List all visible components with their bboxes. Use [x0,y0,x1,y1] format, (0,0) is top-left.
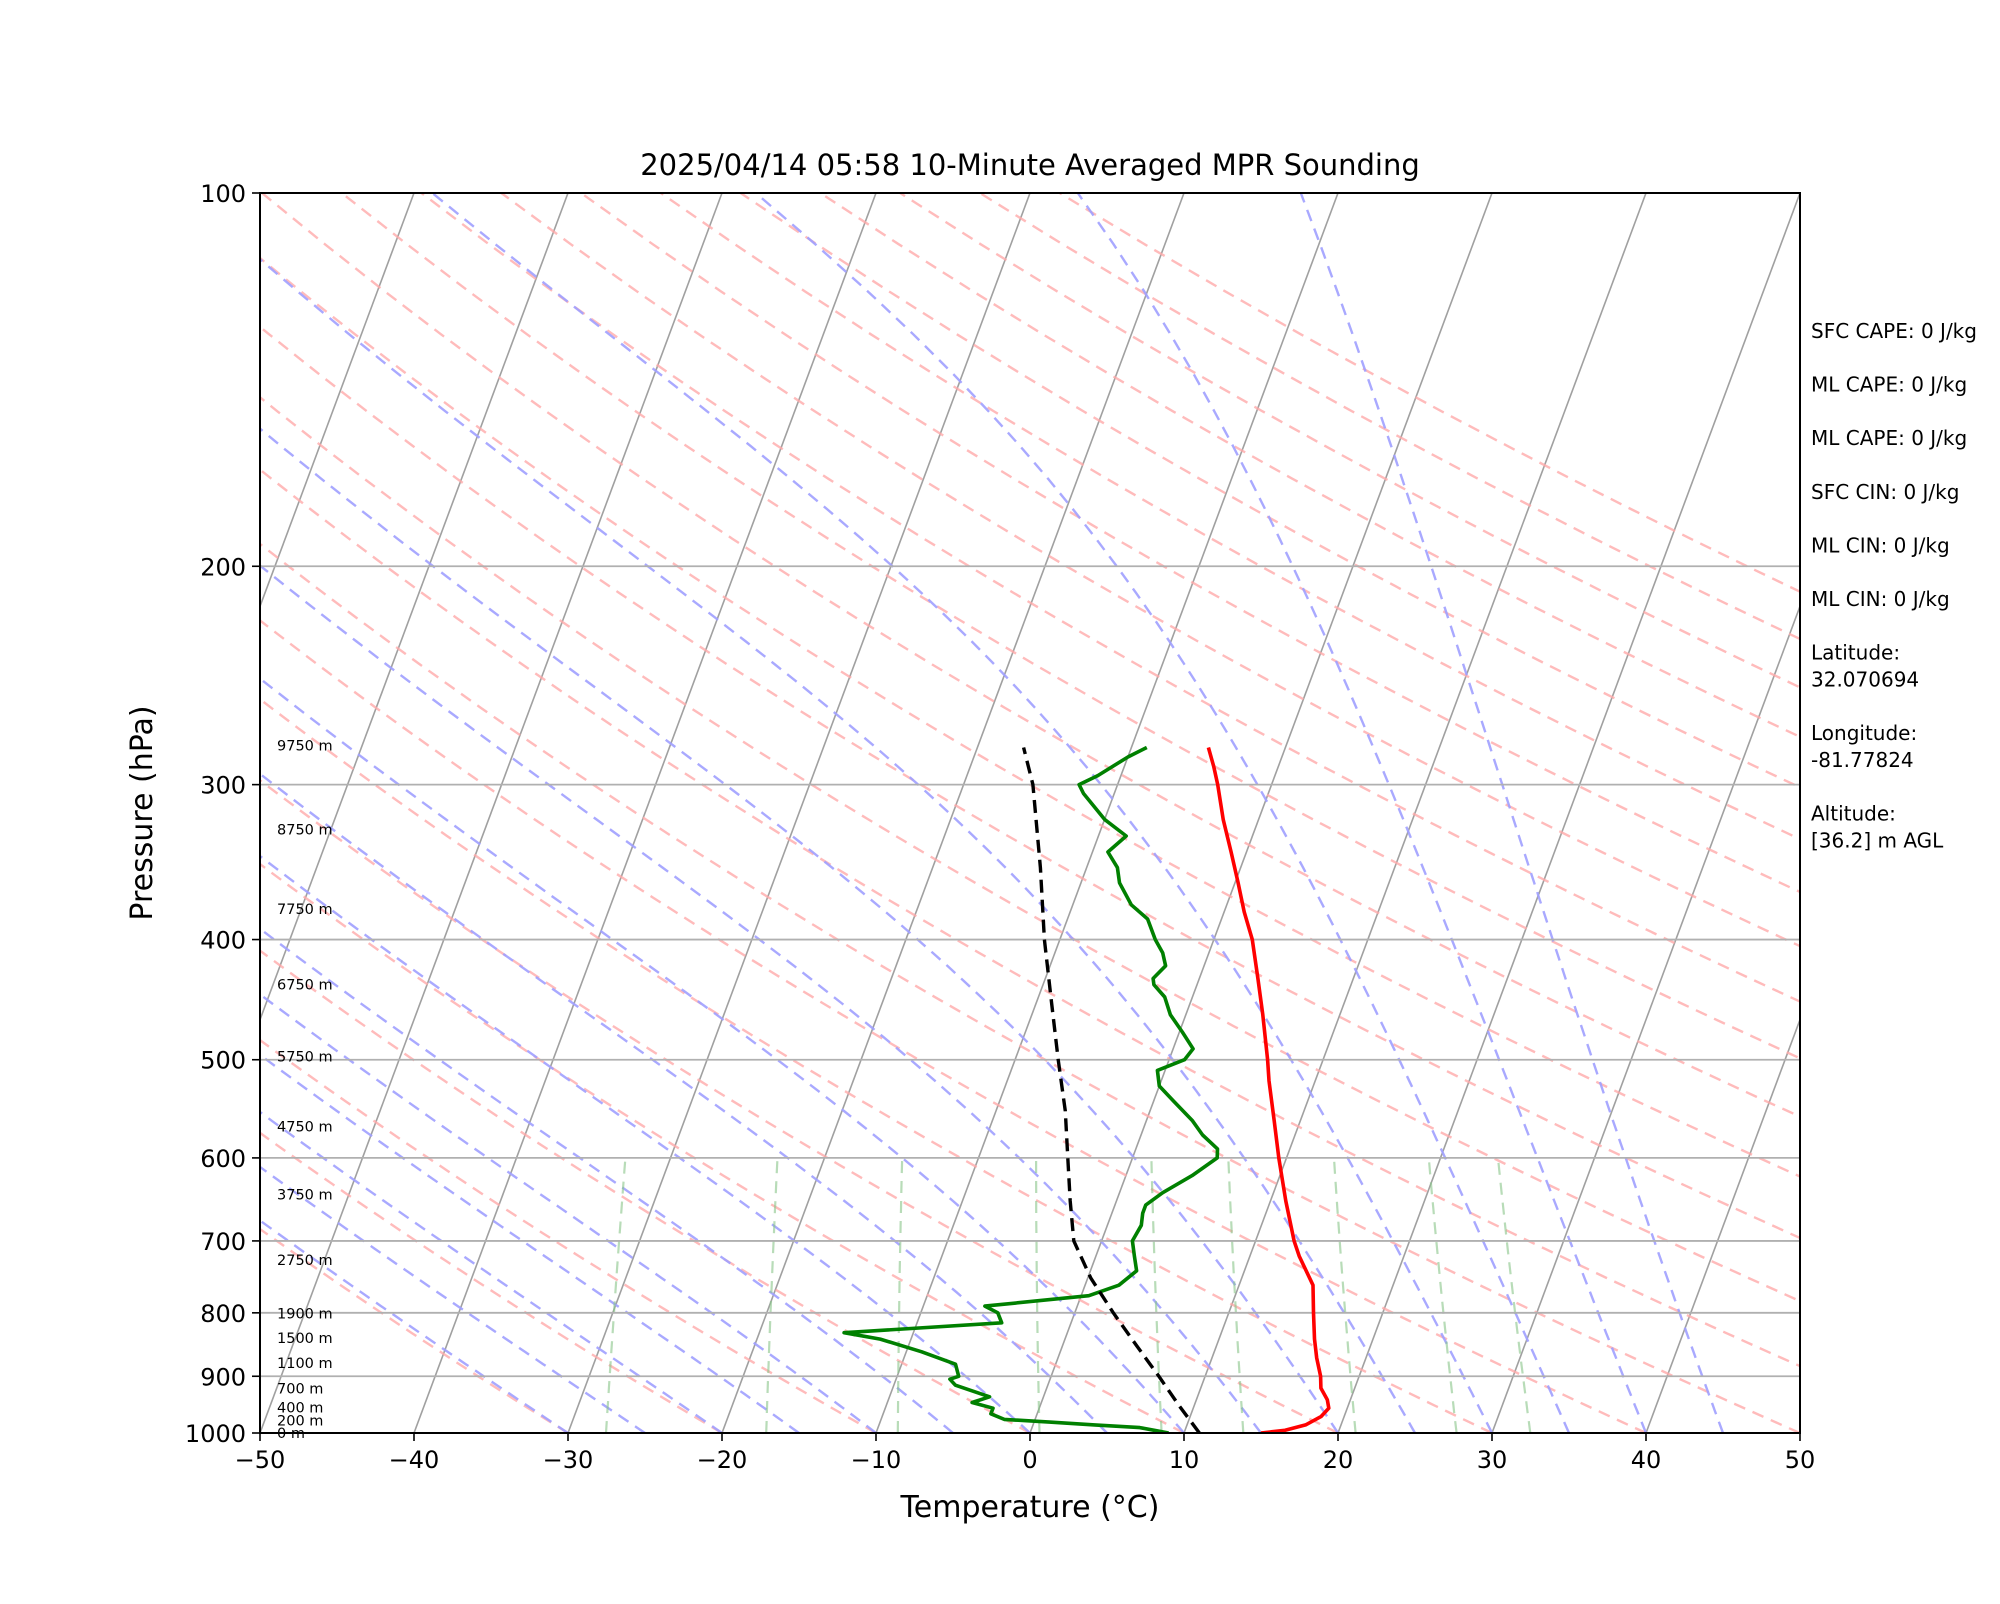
dry-adiabat-line [262,193,2000,1433]
info-line: SFC CAPE: 0 J/kg [1811,319,1977,343]
height-label: 7750 m [277,902,333,918]
height-label: 2750 m [277,1253,333,1269]
info-line: ML CAPE: 0 J/kg [1811,373,1967,397]
info-panel: SFC CAPE: 0 J/kg ML CAPE: 0 J/kg ML CAPE: … [1811,319,1977,852]
isotherm-line [0,193,106,1433]
x-tick-label: −40 [389,1446,440,1474]
x-tick-label: −20 [697,1446,748,1474]
info-line: -81.77824 [1811,748,1914,772]
y-tick-label: 400 [200,927,246,955]
height-label: 1900 m [277,1307,333,1323]
isotherm-line [106,193,568,1433]
y-tick-label: 500 [200,1047,246,1075]
y-axis-label: Pressure (hPa) [125,705,160,920]
height-label: 3750 m [277,1187,333,1203]
y-tick-label: 200 [200,553,246,581]
isotherm-line [568,193,1030,1433]
height-label: 6750 m [277,978,333,994]
y-tick-label: 600 [200,1145,246,1173]
mixing-ratio-line [1334,1158,1356,1433]
x-axis-label: Temperature (°C) [900,1490,1160,1525]
dry-adiabat-line [0,193,1954,1433]
moist-adiabat-line [0,193,645,1433]
x-tick-label: 0 [1022,1446,1037,1474]
isotherm-line [260,193,722,1433]
dry-adiabat-line [342,193,2000,1433]
x-tick-label: 10 [1169,1446,1200,1474]
isotherm-line [1184,193,1646,1433]
mixing-ratio-line [1036,1158,1039,1433]
moist-adiabat-line [756,193,1569,1433]
info-line: [36.2] m AGL [1811,828,1944,852]
y-tick-label: 700 [200,1228,246,1256]
info-line: Altitude: [1811,801,1896,825]
y-tick-label: 100 [200,180,246,208]
chart-title: 2025/04/14 05:58 10-Minute Averaged MPR … [640,148,1420,182]
sounding-profiles [844,748,1329,1434]
height-label: 4750 m [277,1119,333,1135]
x-tick-label: −10 [851,1446,902,1474]
height-label: 5750 m [277,1049,333,1065]
y-tick-label: 800 [200,1300,246,1328]
info-line: Latitude: [1811,641,1900,665]
isotherm-line [722,193,1184,1433]
height-label: 1100 m [277,1356,333,1372]
height-label: 9750 m [277,739,333,755]
axis-ticks: −50 −40 −30 −20 −10 0 10 20 30 40 50 1000 900 800 700 6… [185,180,1815,1474]
info-line: Longitude: [1811,721,1917,745]
y-tick-label: 1000 [185,1420,246,1448]
info-line: ML CAPE: 0 J/kg [1811,426,1967,450]
x-tick-label: 50 [1785,1446,1816,1474]
x-tick-label: 40 [1631,1446,1662,1474]
dry-adiabat-line [0,193,722,1433]
dry-adiabat-line [23,193,2000,1433]
x-tick-label: −50 [235,1446,286,1474]
moist-adiabat-line [0,193,1184,1433]
height-label: 1500 m [277,1331,333,1347]
height-label: 400 m [277,1401,323,1417]
moist-adiabat-line [0,193,722,1433]
isotherm-line [1338,193,1800,1433]
moist-adiabat-line [1301,193,1723,1433]
info-line: 32.070694 [1811,668,1919,692]
height-label: 700 m [277,1382,323,1398]
mixing-ratio-line [606,1158,625,1433]
info-line: SFC CIN: 0 J/kg [1811,480,1959,504]
pressure-gridlines [260,566,1800,1376]
info-line: ML CIN: 0 J/kg [1811,587,1950,611]
background-lines [0,193,2000,1433]
y-tick-label: 300 [200,772,246,800]
dry-adiabat-line [0,193,1184,1433]
dry-adiabat-line [501,193,2000,1433]
dry-adiabat-line [581,193,2000,1433]
y-tick-label: 900 [200,1363,246,1391]
x-tick-label: 20 [1323,1446,1354,1474]
dry-adiabat-line [422,193,2000,1433]
x-tick-label: 30 [1477,1446,1508,1474]
moist-adiabat-line [0,193,1261,1433]
info-line: ML CIN: 0 J/kg [1811,533,1950,557]
height-label: 8750 m [277,822,333,838]
isotherm-line [414,193,876,1433]
x-tick-label: −30 [543,1446,594,1474]
dry-adiabat-line [182,193,2000,1433]
